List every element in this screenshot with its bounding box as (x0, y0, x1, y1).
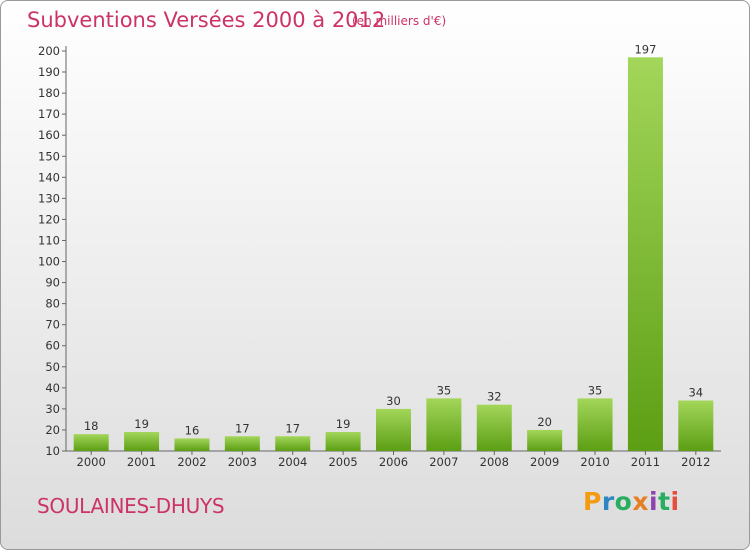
bar-value-label: 17 (235, 421, 250, 435)
logo-letter: t (658, 487, 671, 516)
chart-unit-label: (en milliers d'€) (352, 14, 447, 28)
chart-axes: 10 20 30 40 50 60 70 80 90 100 110 120 130 140 150 160 1… (38, 44, 721, 458)
bar-value-label: 19 (134, 417, 149, 431)
x-tick-label: 2012 (681, 455, 710, 469)
bar (527, 429, 563, 451)
bar-value-label: 19 (336, 417, 351, 431)
commune-name: SOULAINES-DHUYS (37, 494, 225, 518)
bar (224, 436, 260, 451)
y-tick-label: 190 (38, 65, 60, 79)
x-tick-label: 2005 (328, 455, 357, 469)
bar (325, 432, 361, 451)
bar-value-label: 32 (487, 390, 502, 404)
x-tick-label: 2000 (77, 455, 106, 469)
y-tick-label: 30 (45, 402, 60, 416)
logo-letter: i (649, 487, 659, 516)
x-tick-label: 2006 (379, 455, 408, 469)
proxiti-logo: Proxiti (583, 487, 680, 516)
logo-letter: r (601, 487, 615, 516)
chart-bars (73, 57, 714, 451)
bar-value-label: 30 (386, 394, 401, 408)
y-tick-label: 160 (38, 128, 60, 142)
y-tick-label: 50 (45, 360, 60, 374)
y-tick-label: 10 (45, 444, 60, 458)
chart-title: Subventions Versées 2000 à 2012 (27, 8, 386, 32)
bar (124, 432, 160, 451)
y-tick-label: 60 (45, 339, 60, 353)
y-tick-label: 110 (38, 233, 60, 247)
bar-value-label: 35 (588, 383, 603, 397)
bar (678, 400, 714, 451)
y-tick-label: 180 (38, 86, 60, 100)
x-tick-label: 2008 (480, 455, 509, 469)
x-tick-label: 2004 (278, 455, 307, 469)
bar-value-label: 197 (634, 42, 656, 56)
bar-value-label: 17 (285, 421, 300, 435)
bar (426, 398, 462, 451)
y-tick-label: 80 (45, 297, 60, 311)
x-tick-label: 2010 (580, 455, 609, 469)
y-tick-label: 200 (38, 44, 60, 58)
x-tick-label: 2009 (530, 455, 559, 469)
bar-value-label: 16 (185, 423, 200, 437)
bar (476, 404, 512, 451)
bar-value-label: 20 (537, 415, 552, 429)
y-tick-label: 20 (45, 423, 60, 437)
x-tick-label: 2007 (429, 455, 458, 469)
y-tick-label: 70 (45, 318, 60, 332)
bar-value-label: 34 (688, 385, 703, 399)
y-tick-label: 120 (38, 212, 60, 226)
bar (174, 438, 210, 451)
y-tick-label: 140 (38, 170, 60, 184)
logo-letter: x (632, 487, 649, 516)
bar (275, 436, 311, 451)
logo-letter: i (670, 487, 680, 516)
bar-value-label: 18 (84, 419, 99, 433)
chart-labels: 2000 18 2001 19 2002 16 2003 17 2004 17 2005 19 2006… (77, 42, 711, 469)
logo-letter: P (583, 487, 602, 516)
x-tick-label: 2002 (177, 455, 206, 469)
bar-value-label: 35 (437, 383, 452, 397)
y-tick-label: 130 (38, 191, 60, 205)
x-tick-label: 2003 (228, 455, 257, 469)
y-tick-label: 100 (38, 255, 60, 269)
bar (577, 398, 613, 451)
y-tick-label: 40 (45, 381, 60, 395)
logo-letter: o (614, 487, 633, 516)
bar (627, 57, 663, 451)
bar (376, 408, 411, 451)
bar (73, 434, 109, 451)
x-tick-label: 2011 (631, 455, 660, 469)
y-tick-label: 150 (38, 149, 60, 163)
x-tick-label: 2001 (127, 455, 156, 469)
y-tick-label: 90 (45, 276, 60, 290)
y-tick-label: 170 (38, 107, 60, 121)
